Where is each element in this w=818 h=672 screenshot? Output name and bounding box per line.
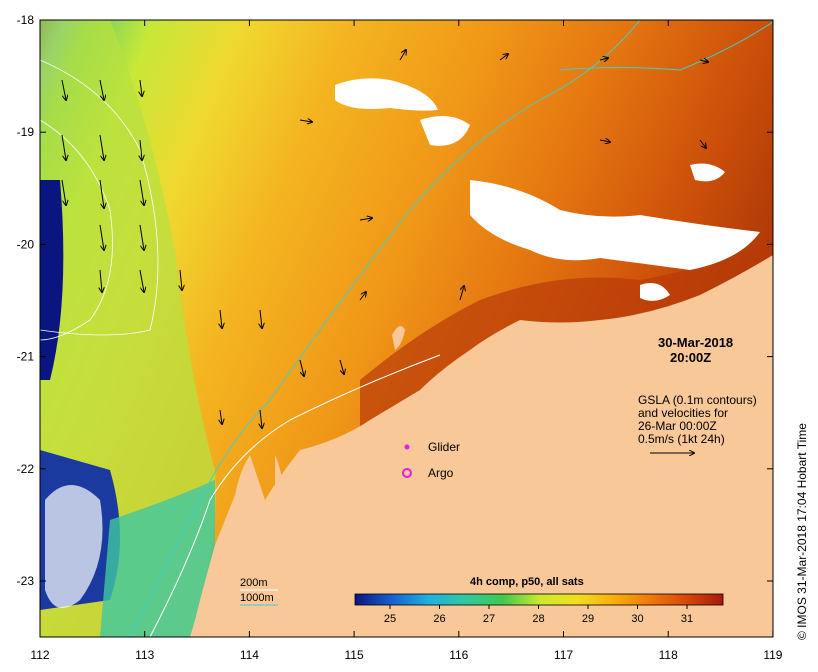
island xyxy=(392,326,405,350)
gsla-line-1: GSLA (0.1m contours) xyxy=(638,393,757,407)
velocity-arrows xyxy=(61,50,708,428)
latitude-tick-label: -23 xyxy=(17,574,35,588)
argo-marker xyxy=(402,468,412,478)
longitude-tick-label: 116 xyxy=(449,648,468,662)
argo-label: Argo xyxy=(428,466,454,480)
colorbar-tick-label: 28 xyxy=(532,613,544,625)
isobath-200m xyxy=(149,354,441,637)
latitude-tick-label: -22 xyxy=(17,462,35,476)
colorbar: 4h comp, p50, all sats 25 26 27 28 29 30 31 xyxy=(354,576,724,625)
gsla-line-4: 0.5m/s (1kt 24h) xyxy=(638,432,725,446)
longitude-tick-label: 118 xyxy=(659,648,678,662)
longitude-tick-label: 113 xyxy=(135,648,154,662)
longitude-axis: 112 113 114 115 116 117 118 119 xyxy=(30,20,783,662)
depth-legend-1000m: 1000m xyxy=(240,592,274,604)
colorbar-tick-label: 26 xyxy=(433,613,445,625)
latitude-axis: -18 -19 -20 -21 -22 -23 xyxy=(17,13,773,588)
longitude-tick-label: 114 xyxy=(240,648,259,662)
colorbar-ramp xyxy=(354,593,724,606)
isobath-1000m xyxy=(129,20,641,637)
colorbar-tick-label: 29 xyxy=(582,613,594,625)
timestamp-date: 30-Mar-2018 xyxy=(658,335,733,350)
shelf-water xyxy=(100,480,215,637)
map-plot-area xyxy=(40,20,773,637)
latitude-tick-label: -19 xyxy=(17,125,35,139)
gsla-line-2: and velocities for xyxy=(638,406,728,420)
timestamp-time: 20:00Z xyxy=(670,350,711,365)
longitude-tick-label: 117 xyxy=(554,648,573,662)
credit-text: © IMOS 31-Mar-2018 17:04 Hobart Time xyxy=(795,423,809,640)
plot-frame xyxy=(39,19,774,638)
isobath-1000m-north xyxy=(559,21,773,71)
latitude-tick-label: -20 xyxy=(17,237,35,251)
longitude-tick-label: 115 xyxy=(345,648,364,662)
colorbar-tick-label: 25 xyxy=(384,613,396,625)
gsla-contour-2 xyxy=(40,119,113,341)
longitude-tick-label: 119 xyxy=(763,648,782,662)
colorbar-tick-label: 30 xyxy=(631,613,643,625)
gsla-line-3: 26-Mar 00:00Z xyxy=(638,419,717,433)
colorbar-tick-label: 31 xyxy=(681,613,693,625)
land-mass xyxy=(190,255,773,637)
depth-legend-200m: 200m xyxy=(240,577,268,589)
cold-water-patch xyxy=(40,180,64,380)
no-data-patches xyxy=(45,78,760,608)
glider-label: Glider xyxy=(428,440,460,454)
colorbar-ticks: 25 26 27 28 29 30 31 xyxy=(384,605,693,625)
colorbar-tick-label: 27 xyxy=(483,613,495,625)
colorbar-title: 4h comp, p50, all sats xyxy=(470,576,584,588)
longitude-tick-label: 112 xyxy=(30,648,49,662)
glider-marker xyxy=(404,444,410,450)
latitude-tick-label: -18 xyxy=(17,13,35,27)
latitude-tick-label: -21 xyxy=(17,350,35,364)
cape-peninsula xyxy=(275,455,300,525)
